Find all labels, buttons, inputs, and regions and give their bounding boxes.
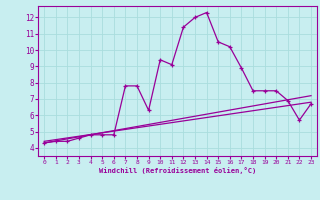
X-axis label: Windchill (Refroidissement éolien,°C): Windchill (Refroidissement éolien,°C) [99,167,256,174]
